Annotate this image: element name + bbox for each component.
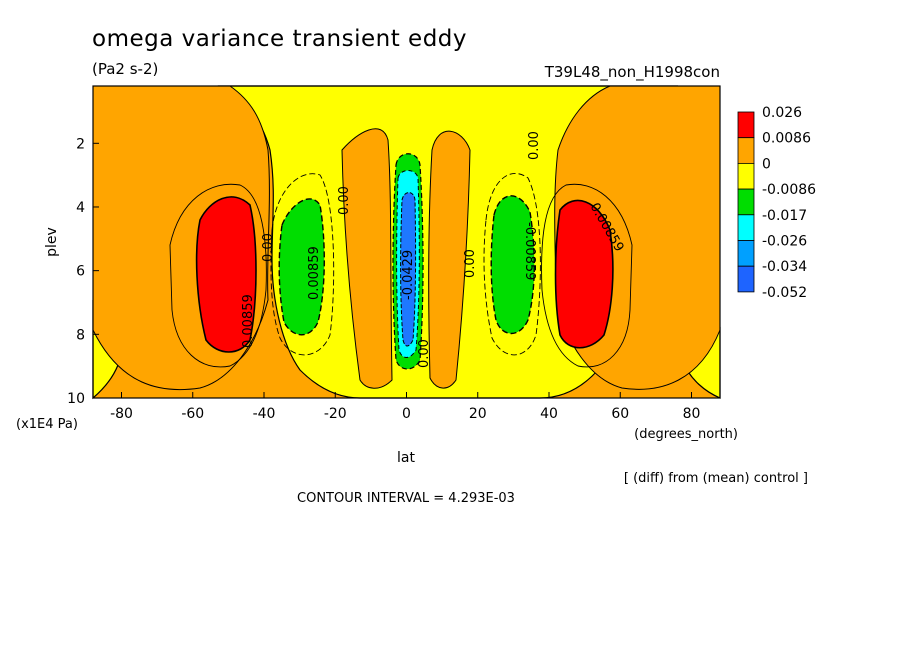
y-tick-label: 4 [76,200,85,216]
contour-line-2 [541,183,633,368]
y-tick-label: 8 [76,327,85,343]
x-tick-label: 0 [402,406,411,422]
contour-line-4 [483,173,541,356]
right-orange-column [428,130,471,389]
legend-swatch [737,214,755,241]
x-tick-label: 60 [611,406,629,422]
contour-lines [169,173,633,368]
contour-label: 0.00859 [307,246,322,300]
contour-label: -0.0429 [401,250,416,300]
y-tick-label: 6 [76,264,85,280]
legend-level-label: -0.034 [762,259,807,275]
x-tick-label: 40 [540,406,558,422]
legend-swatch [737,265,755,293]
x-tick-label: -40 [253,406,276,422]
x-tick-label: -60 [181,406,204,422]
contour-label: 0.00859 [241,294,256,348]
legend-level-label: 0 [762,156,771,172]
contour-interval: CONTOUR INTERVAL = 4.293E-03 [297,491,515,506]
legend-level-label: -0.026 [762,234,807,250]
equatorial-blue [400,192,417,347]
legend-swatch [737,188,755,216]
red-maxima [195,196,614,353]
y-tick-label: 2 [76,136,85,152]
red-max-north [554,199,614,349]
x-tick-label: 20 [469,406,487,422]
legend-swatch [737,162,755,190]
contour-label: 0.00 [337,186,352,215]
y-axis-title: plev [44,227,60,257]
legend-swatch [737,111,755,139]
legend-level-label: -0.052 [762,285,807,301]
chart-title: omega variance transient eddy [92,26,467,52]
color-legend: 0.026 0.0086 0 -0.0086 -0.017 -0.026 -0.034 -0.… [737,105,816,301]
legend-swatch [737,137,755,164]
legend-level-label: -0.017 [762,208,807,224]
x-tick-label: -20 [324,406,347,422]
x-axis-title: lat [397,450,415,466]
contour-line-3 [270,173,335,356]
green-minima [278,195,535,336]
equatorial-minimum [392,153,424,370]
contour-label: -0.00859 [522,222,537,280]
x-tick-label: 80 [683,406,701,422]
run-label: T39L48_non_H1998con [544,63,720,82]
red-max-south [195,196,257,353]
contour-label: 0.00 [261,233,276,262]
y-axis: 2 4 6 8 10 [67,136,99,407]
contour-label: 0.00 [527,131,542,160]
x-units-label: (degrees_north) [634,427,738,442]
diff-note: [ (diff) from (mean) control ] [624,471,808,486]
legend-level-label: -0.0086 [762,182,816,198]
left-orange-column [341,128,393,389]
legend-level-label: 0.026 [762,105,802,121]
y-units-label: (x1E4 Pa) [16,417,78,432]
x-tick-label: -80 [110,406,133,422]
legend-level-label: 0.0086 [762,131,811,147]
orange-columns [92,85,721,391]
contour-line-1 [169,183,267,368]
green-min-south [278,198,325,336]
contour-label: 0.00 [463,249,478,278]
units-label: (Pa2 s-2) [92,60,158,78]
contour-label: 0.00 [417,339,432,368]
plot-area: 0.00859 0.00 0.00859 0.00 -0.0429 0.00 0… [92,85,721,400]
legend-swatch [737,240,755,267]
x-axis: -80 -60 -40 -20 0 20 40 60 80 [110,392,700,422]
green-min-north [490,195,535,335]
y-tick-label: 10 [67,391,85,407]
